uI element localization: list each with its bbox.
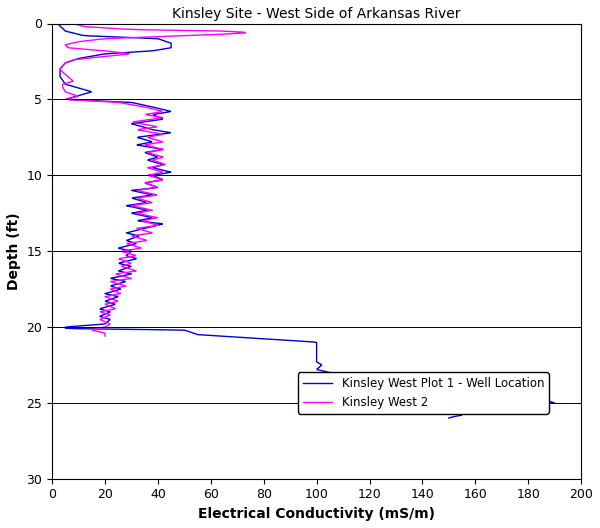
Kinsley West Plot 1 - Well Location xyxy=(54,21,61,27)
X-axis label: Electrical Conductivity (mS/m): Electrical Conductivity (mS/m) xyxy=(198,507,435,521)
Kinsley West 2 xyxy=(94,325,101,332)
Kinsley West Plot 1 - Well Location xyxy=(316,360,323,366)
Kinsley West Plot 1 - Well Location xyxy=(116,260,123,266)
Kinsley West 2 xyxy=(159,169,166,175)
Line: Kinsley West 2: Kinsley West 2 xyxy=(60,24,245,336)
Y-axis label: Depth (ft): Depth (ft) xyxy=(7,212,21,290)
Kinsley West 2 xyxy=(119,277,126,283)
Line: Kinsley West Plot 1 - Well Location: Kinsley West Plot 1 - Well Location xyxy=(58,24,554,418)
Kinsley West 2 xyxy=(151,171,158,177)
Kinsley West Plot 1 - Well Location xyxy=(167,44,175,51)
Kinsley West Plot 1 - Well Location xyxy=(103,319,110,326)
Kinsley West Plot 1 - Well Location xyxy=(445,415,452,421)
Legend: Kinsley West Plot 1 - Well Location, Kinsley West 2: Kinsley West Plot 1 - Well Location, Kin… xyxy=(298,372,549,414)
Title: Kinsley Site - West Side of Arkansas River: Kinsley Site - West Side of Arkansas Riv… xyxy=(172,7,461,21)
Kinsley West Plot 1 - Well Location xyxy=(126,249,133,256)
Kinsley West 2 xyxy=(101,333,109,340)
Kinsley West 2 xyxy=(146,206,154,213)
Kinsley West 2 xyxy=(70,21,77,27)
Kinsley West 2 xyxy=(143,190,151,196)
Kinsley West Plot 1 - Well Location xyxy=(124,272,131,278)
